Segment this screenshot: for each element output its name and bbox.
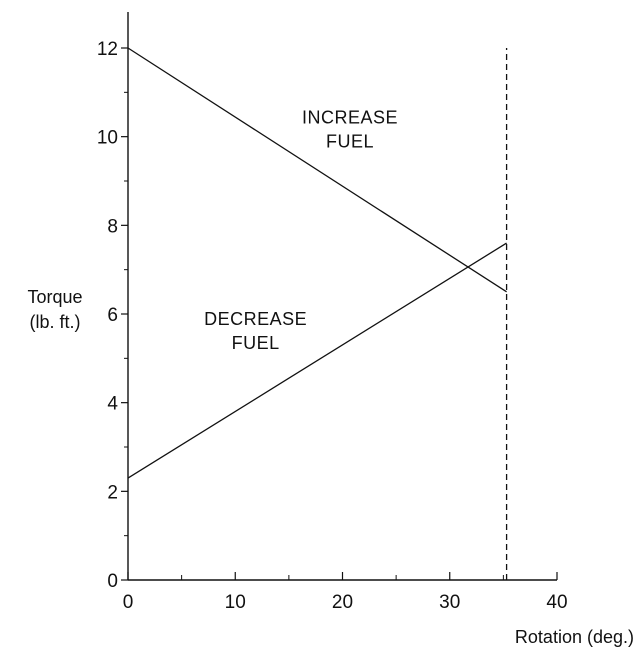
x-tick-label: 30: [439, 592, 460, 613]
axes: [127, 12, 557, 581]
annotation-2-line-1: DECREASE: [204, 309, 307, 329]
series-line-1: [127, 47, 507, 293]
x-tick-label: 40: [546, 592, 567, 613]
y-tick-label: 6: [107, 305, 118, 326]
x-tick-label: 10: [225, 592, 246, 613]
series-line-2: [127, 242, 507, 479]
x-tick-label: 20: [332, 592, 353, 613]
y-tick-label: 2: [107, 482, 118, 503]
ticks-group: 0 2 4 6 8 10 12 0 10 20 30 40: [97, 39, 568, 613]
y-axis-title-line-2: (lb. ft.): [29, 312, 80, 332]
series-group: [127, 47, 507, 479]
y-tick-label: 12: [97, 39, 118, 60]
annotation-1-line-2: FUEL: [326, 131, 374, 151]
y-tick-label: 0: [107, 571, 118, 592]
x-tick-label: 0: [123, 592, 134, 613]
x-axis-title: Rotation (deg.): [515, 627, 634, 647]
y-tick-label: 8: [107, 216, 118, 237]
y-tick-label: 4: [107, 394, 118, 415]
annotation-2-line-2: FUEL: [232, 333, 280, 353]
annotation-1-line-1: INCREASE: [302, 107, 398, 127]
y-tick-label: 10: [97, 128, 118, 149]
y-axis-title-line-1: Torque: [27, 287, 82, 307]
annotations-group: INCREASE FUEL DECREASE FUEL: [204, 107, 398, 353]
